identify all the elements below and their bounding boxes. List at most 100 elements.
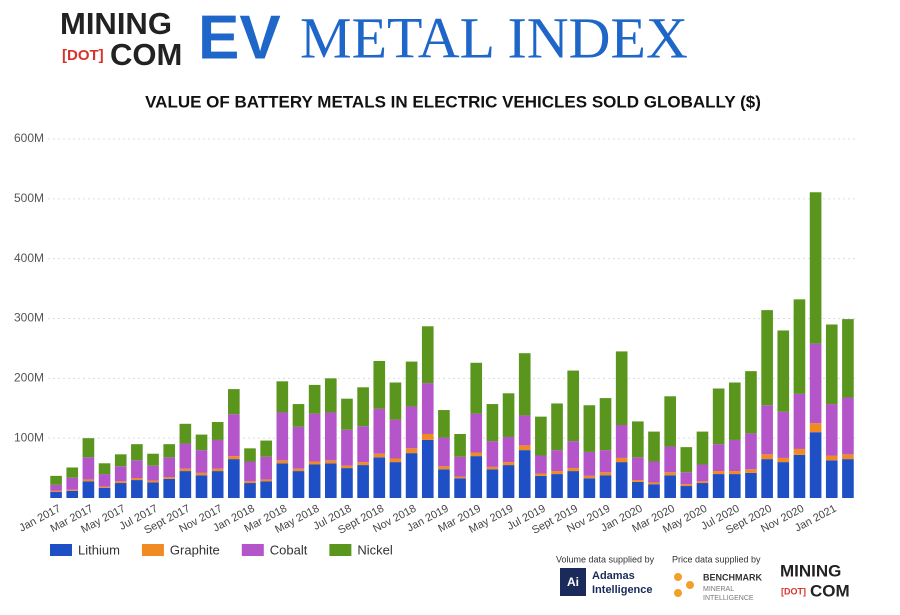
bar-segment — [438, 469, 450, 498]
bar-segment — [389, 458, 402, 463]
bar-segment — [632, 481, 644, 498]
bar-segment — [179, 443, 192, 469]
bar-segment — [680, 484, 693, 487]
bar-segment — [114, 466, 127, 482]
bar-segment — [535, 475, 547, 498]
bar-segment — [583, 451, 596, 476]
bar-segment — [454, 476, 466, 479]
bar-segment — [632, 421, 644, 458]
bar-segment — [793, 448, 806, 455]
bar-segment — [761, 454, 773, 460]
bar-segment — [195, 472, 208, 476]
bar-segment — [292, 471, 305, 498]
bar-segment — [470, 413, 483, 453]
bar-segment — [228, 414, 240, 457]
bar-segment — [373, 408, 386, 454]
bar-segment — [535, 416, 547, 456]
adamas-icon: Ai — [567, 575, 579, 589]
bar-segment — [793, 299, 806, 394]
bar-segment — [211, 468, 224, 472]
bar-segment — [793, 393, 806, 449]
bar-segment — [276, 463, 289, 498]
legend-label: Lithium — [78, 542, 120, 557]
bar-segment — [680, 447, 693, 473]
bar-segment — [648, 484, 660, 498]
bar-segment — [615, 351, 628, 426]
bar-segment — [745, 433, 757, 470]
bar-segment — [50, 492, 62, 498]
bar-segment — [793, 454, 806, 498]
brand-bottom: COM — [110, 37, 182, 72]
bar-segment — [389, 419, 402, 459]
bar-segment — [228, 389, 240, 415]
bar-segment — [389, 382, 402, 420]
bar-segment — [842, 459, 854, 498]
legend-swatch — [50, 544, 72, 556]
bar-segment — [680, 472, 693, 485]
bar-segment — [147, 453, 159, 466]
y-tick-label: 500M — [14, 191, 44, 205]
index-logo: METAL INDEX — [300, 5, 688, 70]
bar-segment — [728, 439, 741, 472]
bar-segment — [405, 448, 418, 454]
footer-brand-bottom: COM — [810, 581, 850, 600]
bar-segment — [211, 439, 224, 469]
bar-segment — [761, 405, 773, 455]
bar-segment — [502, 465, 515, 498]
bar-segment — [82, 481, 95, 498]
bar-segment — [728, 382, 741, 440]
bar-segment — [761, 310, 773, 406]
bar-segment — [648, 482, 660, 485]
bar-segment — [599, 450, 612, 473]
bar-segment — [421, 439, 434, 498]
adamas-name: Intelligence — [592, 584, 653, 596]
bar-segment — [163, 444, 176, 458]
bar-segment — [518, 353, 531, 416]
bar-segment — [696, 481, 709, 484]
bar-segment — [357, 465, 369, 498]
chart-title: VALUE OF BATTERY METALS IN ELECTRIC VEHI… — [145, 92, 761, 111]
bar-segment — [114, 481, 127, 484]
benchmark-name: BENCHMARK — [703, 572, 762, 582]
benchmark-icon — [686, 581, 694, 589]
bar-segment — [276, 412, 289, 461]
bar-segment — [260, 440, 272, 457]
bar-segment — [244, 483, 256, 498]
legend-label: Graphite — [170, 542, 220, 557]
bar-segment — [276, 460, 289, 464]
bar-segment — [341, 398, 353, 430]
bar-segment — [745, 371, 757, 434]
y-tick-label: 400M — [14, 251, 44, 265]
bar-segment — [632, 457, 644, 481]
bar-segment — [551, 450, 563, 472]
bar-segment — [131, 444, 143, 461]
bar-segment — [244, 481, 256, 484]
bar-segment — [712, 388, 725, 445]
bar-segment — [308, 384, 321, 414]
bar-segment — [260, 481, 272, 498]
bar-segment — [842, 454, 854, 460]
bar-segment — [842, 397, 854, 455]
bar-segment — [50, 490, 62, 493]
bar-segment — [324, 412, 337, 461]
bar-segment — [664, 472, 676, 476]
bar-segment — [470, 456, 483, 498]
bar-segment — [50, 484, 62, 491]
bar-segment — [745, 469, 757, 473]
bar-segment — [276, 381, 289, 413]
bar-segment — [341, 468, 353, 498]
footer-brand-dot: [DOT] — [781, 586, 806, 596]
bar-segment — [228, 459, 240, 498]
bar-segment — [211, 422, 224, 440]
bar-segment — [308, 464, 321, 498]
bar-segment — [825, 324, 838, 405]
bar-segment — [518, 450, 531, 498]
bar-segment — [486, 469, 499, 498]
bar-segment — [357, 462, 369, 466]
bar-segment — [98, 463, 111, 475]
bar-segment — [405, 453, 418, 498]
bar-segment — [373, 360, 386, 409]
bar-segment — [405, 406, 418, 449]
bar-segment — [648, 431, 660, 462]
